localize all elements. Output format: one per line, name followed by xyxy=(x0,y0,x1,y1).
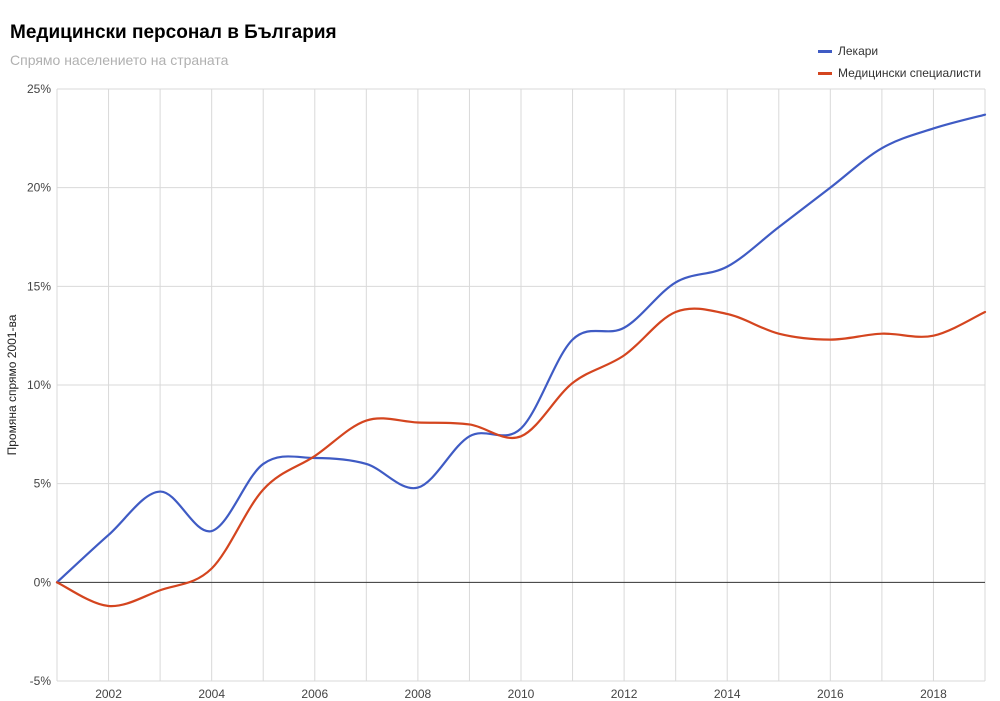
x-tick-label: 2004 xyxy=(198,687,225,701)
y-tick-label: 25% xyxy=(27,82,51,96)
x-tick-label: 2006 xyxy=(301,687,328,701)
x-tick-label: 2018 xyxy=(920,687,947,701)
y-tick-label: 15% xyxy=(27,279,51,293)
x-tick-label: 2010 xyxy=(508,687,535,701)
x-tick-label: 2014 xyxy=(714,687,741,701)
y-tick-label: -5% xyxy=(30,674,52,688)
x-tick-label: 2008 xyxy=(405,687,432,701)
y-tick-label: 0% xyxy=(34,575,52,589)
x-tick-label: 2012 xyxy=(611,687,638,701)
y-tick-label: 10% xyxy=(27,378,51,392)
y-tick-label: 5% xyxy=(34,477,52,491)
x-tick-label: 2016 xyxy=(817,687,844,701)
y-tick-label: 20% xyxy=(27,181,51,195)
y-axis-label: Промяна спрямо 2001-ва xyxy=(5,314,19,455)
x-tick-label: 2002 xyxy=(95,687,122,701)
